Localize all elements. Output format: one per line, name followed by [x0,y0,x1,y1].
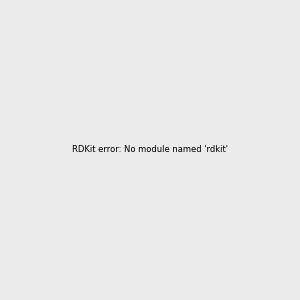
Text: RDKit error: No module named 'rdkit': RDKit error: No module named 'rdkit' [72,146,228,154]
